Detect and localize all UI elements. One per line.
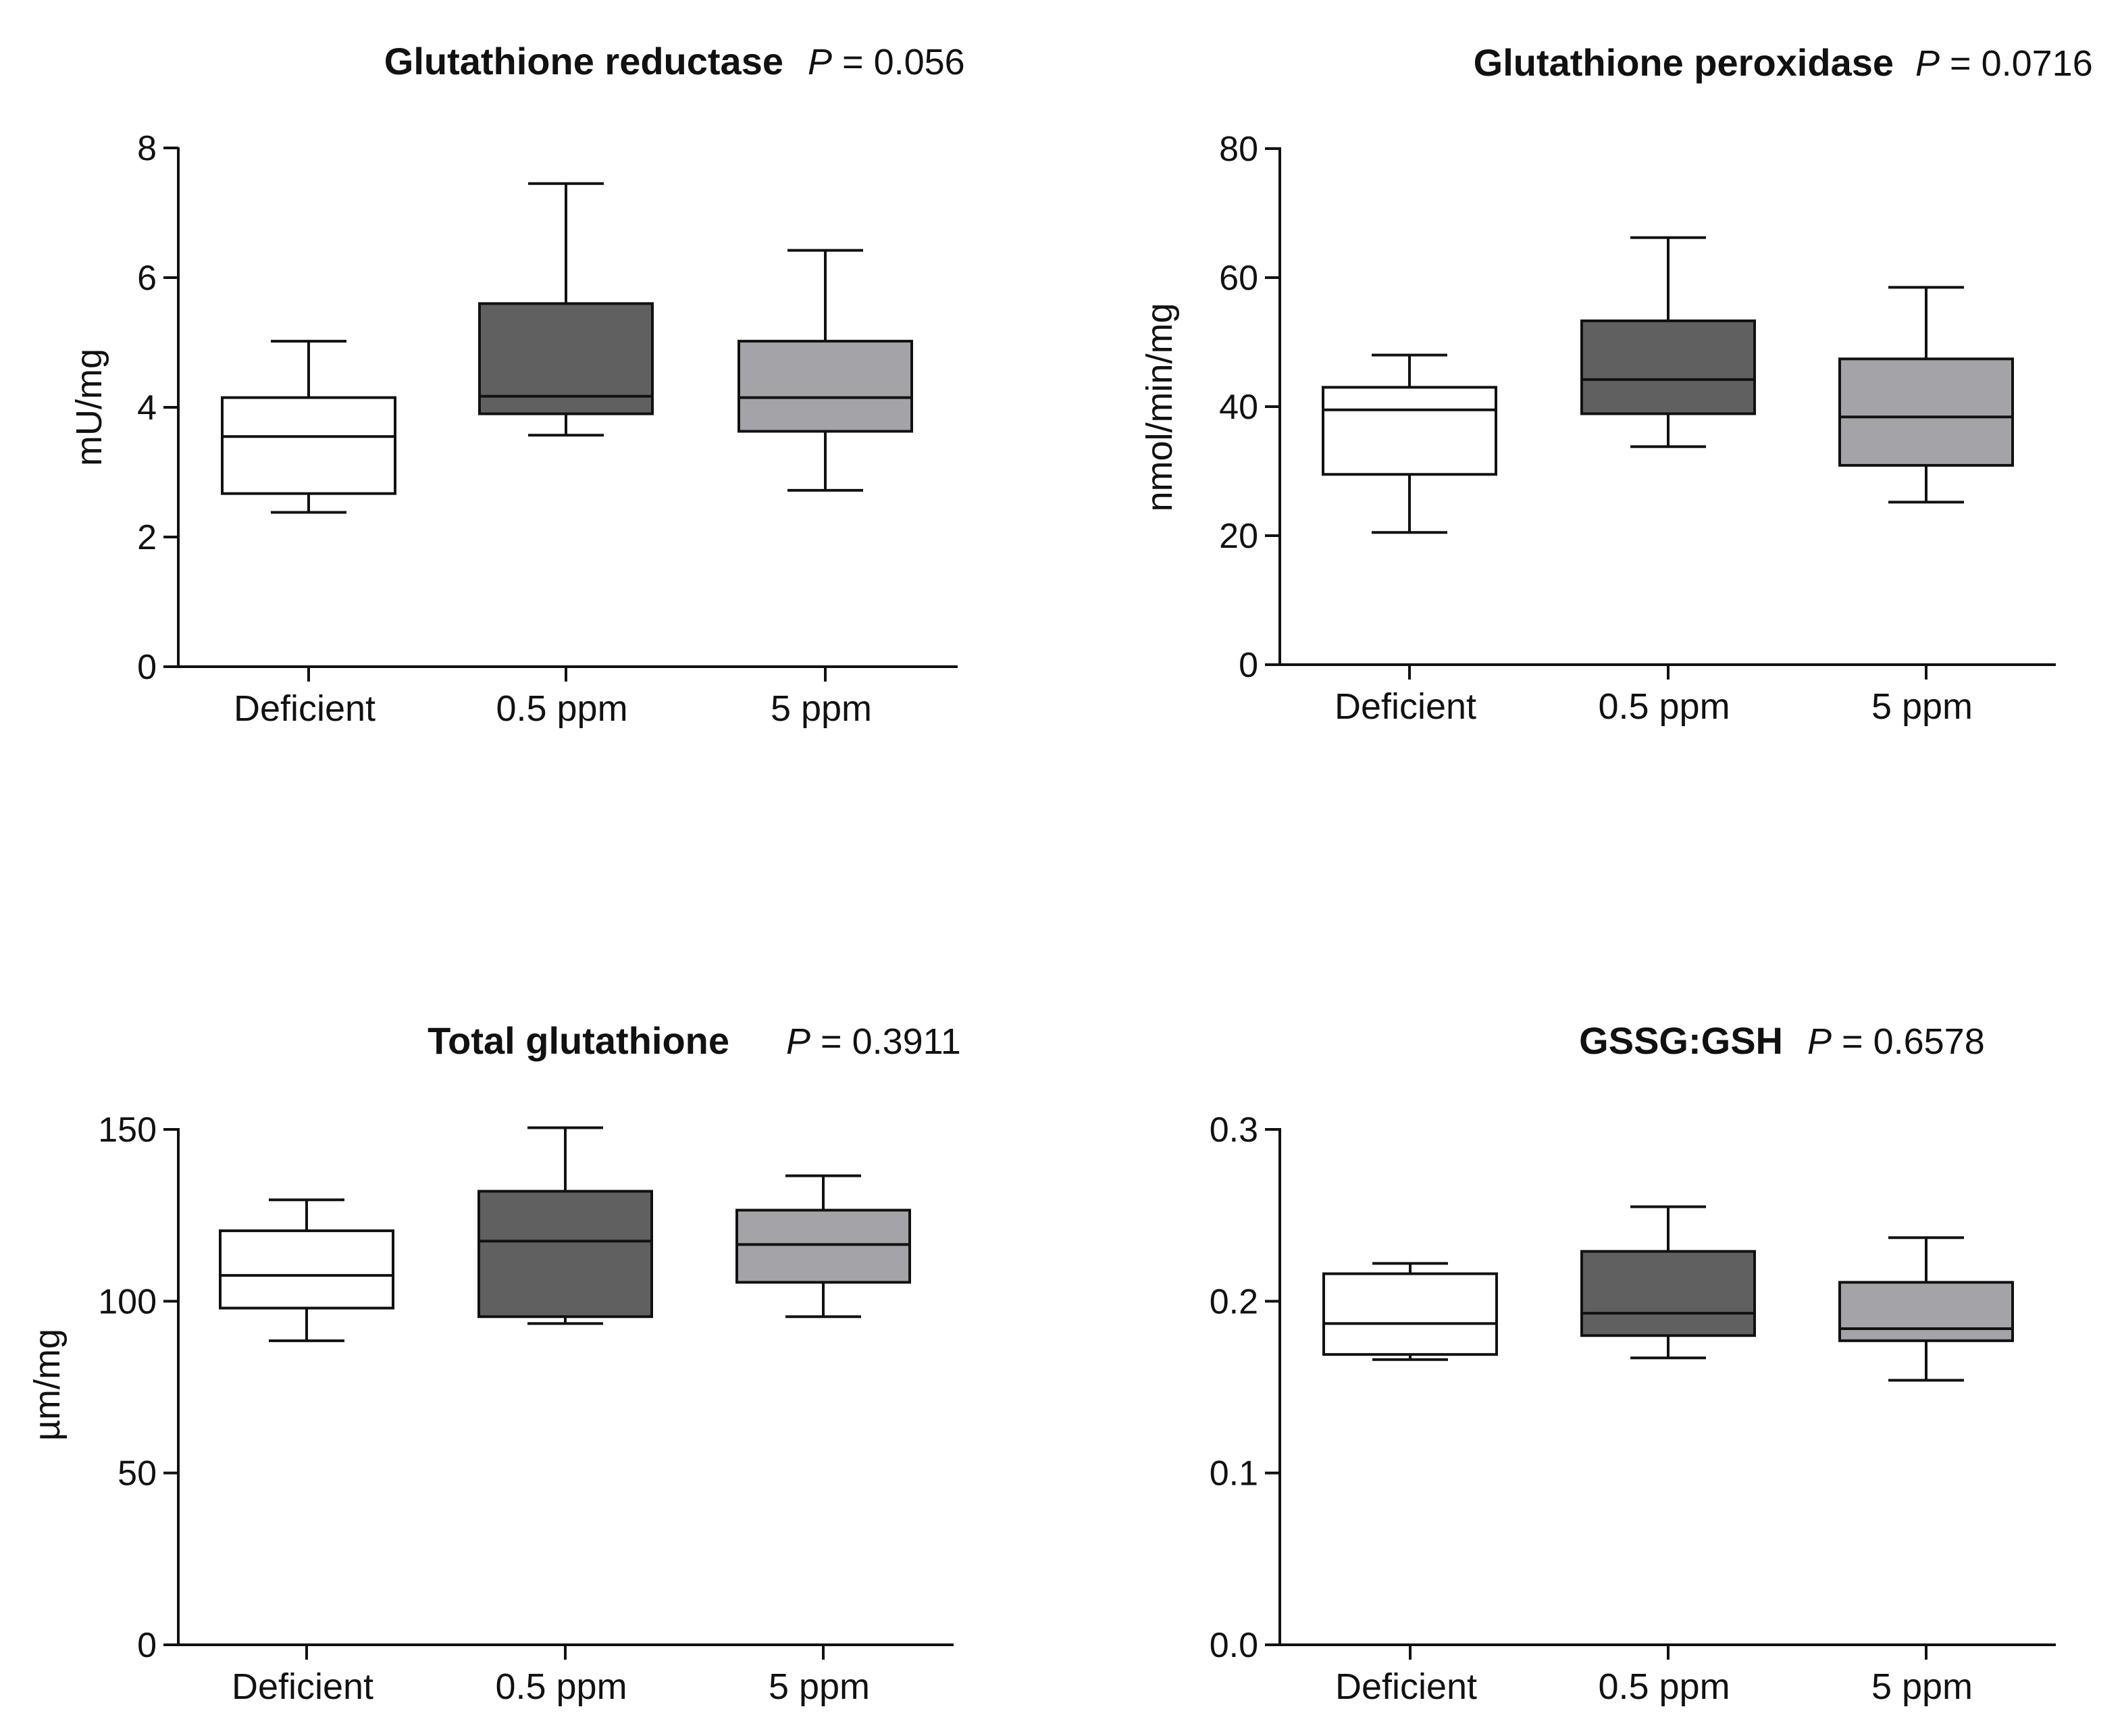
x-tick-label: 0.5 ppm	[495, 1666, 627, 1707]
box-1	[1322, 1262, 1498, 1361]
iqr-box	[1838, 1281, 2014, 1342]
x-tick-label: Deficient	[1335, 686, 1476, 727]
chart-title: GSSG:GSH	[1579, 1019, 1783, 1062]
box-3	[737, 249, 913, 492]
box-1	[221, 340, 396, 514]
x-tick-label: 0.5 ppm	[1598, 686, 1730, 727]
chart-panel-2: Glutathione peroxidase P = 0.0716 0 20 40 60 8…	[1139, 41, 2093, 727]
chart-title: Glutathione reductase	[384, 40, 783, 82]
iqr-box	[221, 396, 396, 495]
y-tick-label: 0.0	[1210, 1626, 1258, 1665]
x-tick-label: Deficient	[1335, 1666, 1477, 1707]
iqr-box	[1322, 1272, 1498, 1356]
y-tick-label: 0.1	[1210, 1454, 1258, 1494]
y-tick-label: 0	[137, 648, 157, 687]
iqr-box	[219, 1229, 394, 1310]
x-tick-label: Deficient	[234, 688, 376, 729]
chart-title: Total glutathione	[428, 1019, 729, 1062]
x-tick-label: 0.5 ppm	[496, 688, 627, 729]
p-value: = 0.6578	[1832, 1021, 1985, 1062]
y-tick-label: 80	[1219, 130, 1258, 169]
y-tick-label: 0.2	[1210, 1282, 1258, 1321]
y-tick-label: 100	[98, 1282, 157, 1321]
iqr-box	[477, 1190, 653, 1319]
iqr-box	[735, 1208, 911, 1284]
chart-panel-3: Total glutathione P = 0.3911 0 50 100 150 µm/m…	[27, 1019, 961, 1707]
y-axis-label: µm/mg	[27, 1329, 68, 1441]
p-symbol: P	[808, 42, 832, 82]
p-value-label: P = 0.6578	[1807, 1021, 1985, 1062]
y-tick-label: 2	[137, 518, 157, 557]
iqr-box	[1838, 357, 2014, 467]
y-tick-label: 20	[1219, 517, 1258, 556]
box-3	[1838, 1236, 2014, 1382]
p-value: = 0.0716	[1940, 43, 2093, 84]
box-2	[478, 182, 654, 437]
y-axis-label: mU/mg	[69, 349, 109, 466]
y-tick-label: 150	[98, 1110, 157, 1150]
p-value-label: P = 0.056	[808, 42, 965, 82]
x-tick-label: 5 ppm	[769, 1666, 870, 1707]
iqr-box	[1580, 319, 1756, 415]
p-value: = 0.3911	[810, 1021, 961, 1062]
x-tick-label: 5 ppm	[1871, 1666, 1973, 1707]
box-3	[1838, 286, 2014, 504]
y-tick-label: 8	[137, 129, 157, 168]
box-3	[735, 1174, 911, 1319]
y-tick-label: 0.3	[1210, 1110, 1258, 1150]
box-1	[1322, 353, 1497, 534]
chart-panel-1: Glutathione reductase P = 0.056 0 2 4 6 8 mU/mg…	[69, 40, 965, 729]
x-tick-label: 5 ppm	[1871, 686, 1973, 727]
iqr-box	[1322, 386, 1497, 476]
y-tick-label: 50	[118, 1454, 157, 1494]
iqr-box	[737, 340, 913, 433]
box-2	[1580, 236, 1756, 449]
y-tick-label: 0	[1239, 646, 1258, 685]
p-value: = 0.056	[832, 42, 965, 82]
x-tick-label: 5 ppm	[771, 688, 872, 729]
y-tick-label: 6	[137, 259, 157, 298]
chart-title: Glutathione peroxidase	[1474, 41, 1894, 84]
box-2	[477, 1126, 653, 1325]
y-tick-label: 40	[1219, 388, 1258, 427]
y-tick-label: 4	[137, 388, 157, 428]
p-symbol: P	[786, 1021, 810, 1062]
x-tick-label: 0.5 ppm	[1598, 1666, 1730, 1707]
iqr-box	[1580, 1250, 1756, 1337]
p-value-label: P = 0.0716	[1915, 43, 2093, 84]
box-1	[219, 1198, 394, 1342]
p-value-label: P = 0.3911	[786, 1021, 961, 1062]
box-2	[1580, 1205, 1756, 1360]
p-symbol: P	[1807, 1021, 1832, 1062]
p-symbol: P	[1915, 43, 1940, 84]
x-tick-label: Deficient	[232, 1666, 373, 1707]
y-tick-label: 0	[137, 1626, 157, 1665]
y-tick-label: 60	[1219, 259, 1258, 298]
y-axis-label: nmol/min/mg	[1139, 303, 1180, 511]
chart-panel-4: GSSG:GSH P = 0.6578 0.0 0.1 0.2 0.3 Deficient 0…	[1210, 1019, 2056, 1707]
